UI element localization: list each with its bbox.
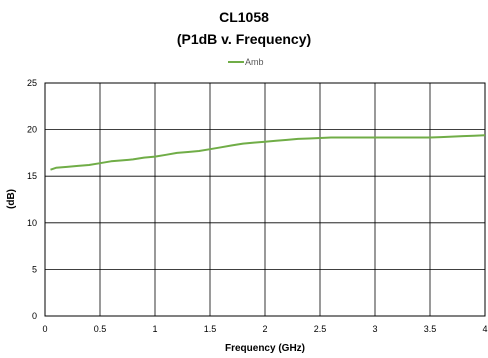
plot-area [44,82,486,317]
legend: Amb [228,57,264,67]
y-tick-label-3: 15 [27,171,37,181]
chart-title: CL1058 [219,9,269,25]
x-tick-label-5: 2.5 [314,324,327,334]
x-tick-label-4: 2 [262,324,267,334]
x-tick-label-3: 1.5 [204,324,217,334]
y-tick-label-1: 5 [32,264,37,274]
x-tick-label-8: 4 [482,324,487,334]
series-line-amb [50,134,486,171]
series [50,134,486,171]
legend-label-amb: Amb [245,57,264,67]
y-tick-label-4: 20 [27,125,37,135]
y-tick-label-2: 10 [27,218,37,228]
y-axis-title: (dB) [6,189,17,209]
tick-labels: 0 0.5 1 1.5 2 2.5 3 3.5 4 0 5 10 15 20 25 [27,78,488,334]
y-tick-label-5: 25 [27,78,37,88]
x-tick-label-0: 0 [42,324,47,334]
gridlines [45,83,485,316]
x-axis-title: Frequency (GHz) [225,343,305,354]
x-tick-label-1: 0.5 [94,324,107,334]
chart-subtitle: (P1dB v. Frequency) [177,31,311,47]
x-tick-label-2: 1 [152,324,157,334]
x-tick-label-7: 3.5 [424,324,437,334]
x-tick-label-6: 3 [372,324,377,334]
y-tick-label-0: 0 [32,311,37,321]
